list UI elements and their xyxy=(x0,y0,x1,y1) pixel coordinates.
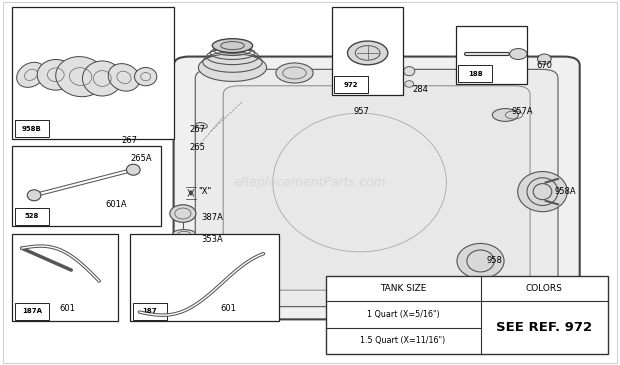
Text: 957: 957 xyxy=(353,107,370,116)
Bar xyxy=(12,146,161,226)
Bar xyxy=(12,234,118,321)
Ellipse shape xyxy=(108,64,140,91)
Text: "X": "X" xyxy=(198,187,211,196)
Ellipse shape xyxy=(170,205,196,222)
Text: 188: 188 xyxy=(468,71,482,77)
Text: COLORS: COLORS xyxy=(526,284,562,293)
Text: TANK SIZE: TANK SIZE xyxy=(380,284,427,293)
Ellipse shape xyxy=(56,57,105,97)
Bar xyxy=(326,276,608,354)
Ellipse shape xyxy=(17,62,45,87)
Bar xyxy=(15,303,49,320)
Text: 1 Quart (X=5/16"): 1 Quart (X=5/16") xyxy=(366,310,440,319)
Text: 267: 267 xyxy=(189,125,205,134)
Ellipse shape xyxy=(198,54,267,81)
Ellipse shape xyxy=(141,153,151,158)
Bar xyxy=(334,76,368,93)
Ellipse shape xyxy=(510,49,527,59)
Text: 1.5 Quart (X=11/16"): 1.5 Quart (X=11/16") xyxy=(360,337,446,345)
Bar xyxy=(332,7,403,95)
Text: SEE REF. 972: SEE REF. 972 xyxy=(496,321,592,334)
Ellipse shape xyxy=(518,172,567,212)
Text: 387A: 387A xyxy=(202,213,223,222)
FancyBboxPatch shape xyxy=(223,86,530,290)
Text: 528: 528 xyxy=(25,213,39,219)
Ellipse shape xyxy=(196,123,207,128)
Ellipse shape xyxy=(404,66,415,76)
Text: 972: 972 xyxy=(344,82,358,88)
Text: 601: 601 xyxy=(59,304,75,313)
Bar xyxy=(456,26,527,84)
Text: 187: 187 xyxy=(143,308,157,314)
Ellipse shape xyxy=(347,41,388,65)
Ellipse shape xyxy=(405,81,414,87)
Text: 353A: 353A xyxy=(202,235,223,243)
Bar xyxy=(130,234,279,321)
Ellipse shape xyxy=(492,109,518,121)
Text: 670: 670 xyxy=(536,61,552,70)
Bar xyxy=(12,7,174,139)
Text: 601A: 601A xyxy=(105,200,127,209)
Ellipse shape xyxy=(457,243,504,278)
Bar xyxy=(458,65,492,82)
Ellipse shape xyxy=(82,61,122,96)
Text: 957A: 957A xyxy=(512,107,533,116)
Ellipse shape xyxy=(212,39,253,53)
FancyBboxPatch shape xyxy=(174,57,580,319)
Ellipse shape xyxy=(126,164,140,175)
Text: 958A: 958A xyxy=(555,187,577,196)
Text: eReplacementParts.com: eReplacementParts.com xyxy=(234,176,386,189)
Text: 958B: 958B xyxy=(22,126,42,132)
Bar xyxy=(133,303,167,320)
Ellipse shape xyxy=(27,190,41,201)
Text: 267: 267 xyxy=(121,136,137,145)
Ellipse shape xyxy=(173,230,195,238)
Ellipse shape xyxy=(538,54,551,64)
Text: 265A: 265A xyxy=(130,154,152,163)
Ellipse shape xyxy=(276,63,313,83)
Bar xyxy=(15,120,49,137)
Text: 284: 284 xyxy=(412,85,428,94)
Text: 958: 958 xyxy=(487,257,503,265)
Ellipse shape xyxy=(37,59,74,90)
Ellipse shape xyxy=(135,68,157,86)
Text: 265: 265 xyxy=(189,143,205,152)
FancyBboxPatch shape xyxy=(195,69,558,307)
Text: 601: 601 xyxy=(220,304,236,313)
Ellipse shape xyxy=(130,132,143,139)
Bar xyxy=(15,208,49,225)
Text: 187A: 187A xyxy=(22,308,42,314)
